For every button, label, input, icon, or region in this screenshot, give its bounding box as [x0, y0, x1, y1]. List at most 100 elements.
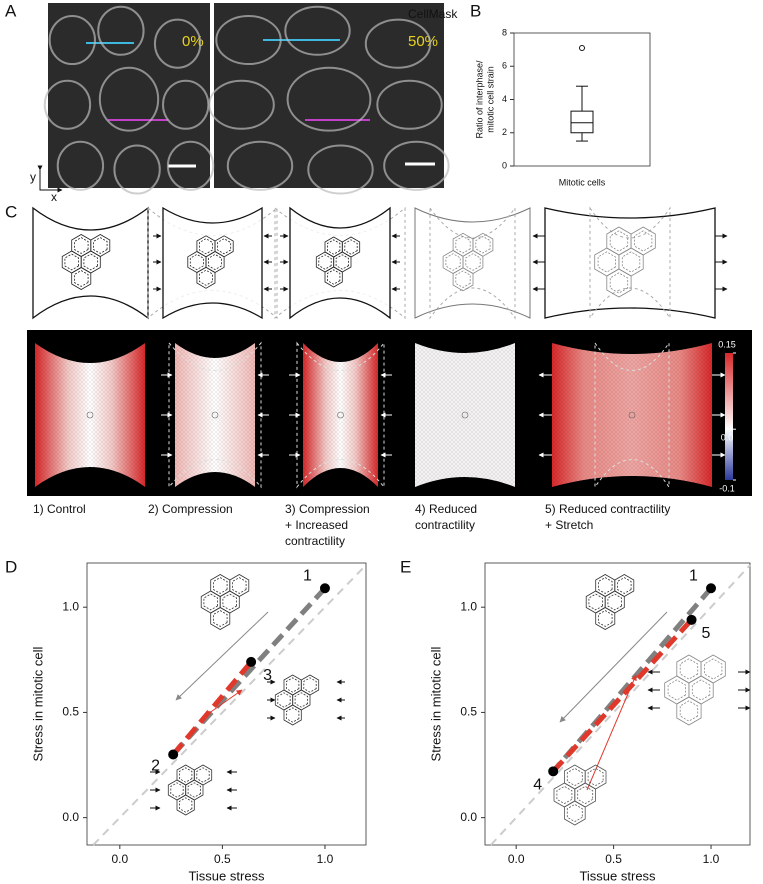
- hexagon: [691, 679, 711, 701]
- x-axis-label: Tissue stress: [579, 868, 656, 883]
- cell-outline: [208, 79, 275, 130]
- y-axis-label: Stress in mitotic cell: [428, 646, 443, 761]
- hexagon: [598, 610, 613, 627]
- cell-outline: [226, 140, 294, 191]
- plot-frame: [86, 562, 367, 846]
- hexagon: [679, 700, 699, 722]
- tissue-shape: [35, 343, 145, 487]
- force-arrow: [586, 674, 637, 791]
- strain-label: 0%: [182, 33, 204, 50]
- identity-line: [490, 564, 751, 846]
- point-label: 4: [533, 777, 542, 794]
- axis-arrows: [37, 165, 63, 193]
- cell-outline: [364, 18, 432, 69]
- hexagon: [327, 269, 341, 285]
- micrograph: [214, 3, 444, 188]
- hexagon: [213, 610, 228, 627]
- force-arrow: [204, 689, 243, 717]
- hexagon: [71, 267, 92, 290]
- cell-outline: [97, 5, 145, 56]
- condition-label: + Increased: [285, 518, 348, 532]
- series-line: [551, 586, 713, 773]
- x-tick-label: 1.0: [317, 852, 334, 866]
- hexagon: [232, 577, 247, 594]
- tissue-shape: [552, 343, 712, 487]
- y-axis-label: Stress in mitotic cell: [30, 646, 45, 761]
- hexagon: [196, 266, 216, 289]
- hexagon: [475, 236, 491, 254]
- tissue-shape: [168, 341, 262, 489]
- point-label: 1: [303, 567, 312, 584]
- center-cell: [628, 411, 636, 419]
- panel-a: 0% 50% CellMask y x: [30, 3, 458, 204]
- hexagon: [556, 785, 573, 805]
- panel-label: B: [470, 1, 481, 20]
- cell-outline: [376, 79, 443, 130]
- hexagon: [335, 254, 349, 270]
- tissue-shape: [429, 206, 516, 320]
- hexagon: [577, 785, 594, 805]
- hexagon: [189, 253, 204, 271]
- force-arrow: [559, 611, 668, 723]
- center-cell: [337, 411, 344, 419]
- condition-label: 1) Control: [33, 502, 86, 516]
- y-tick-label: 0: [502, 160, 507, 170]
- condition-label: contractility: [285, 534, 345, 548]
- point: [319, 583, 330, 594]
- cell-outline: [48, 14, 96, 66]
- y-axis-label: mitotic cell strain: [485, 66, 495, 133]
- colorbar: [725, 353, 733, 480]
- cell-outline: [383, 140, 450, 191]
- hexagon: [286, 707, 300, 723]
- cell-outline: [43, 79, 92, 130]
- hexagon: [566, 767, 583, 787]
- force-arrow: [175, 611, 269, 701]
- hexagon: [294, 692, 308, 708]
- point: [686, 614, 697, 625]
- y-tick-label: 4: [502, 94, 507, 104]
- box: [570, 110, 594, 134]
- cell-outline: [56, 140, 105, 191]
- x-tick-label: 0.5: [605, 852, 622, 866]
- cell-outline: [307, 144, 374, 195]
- tissue-shape: [415, 343, 515, 487]
- channel-label: CellMask: [408, 7, 458, 21]
- cell-outline: [284, 5, 351, 56]
- tissue-shape: [162, 206, 263, 320]
- hexagon: [597, 251, 616, 273]
- y-tick-label: 1.0: [460, 599, 477, 613]
- hexagon: [210, 607, 231, 630]
- cell-outline: [98, 66, 160, 132]
- condition-label: 5) Reduced contractility: [545, 502, 670, 516]
- y-axis-label: Ratio of interphase/: [474, 60, 484, 139]
- hexagon: [667, 679, 686, 701]
- identity-line: [92, 564, 367, 846]
- y-tick-label: 6: [502, 61, 507, 71]
- hexagon: [176, 794, 195, 816]
- hexagon: [621, 251, 641, 273]
- hexagon: [679, 658, 699, 680]
- series-line: [171, 586, 327, 757]
- tissue-shape: [414, 207, 531, 319]
- point: [168, 749, 179, 760]
- hexagon: [617, 577, 632, 594]
- point: [548, 766, 559, 777]
- cell-outline: [286, 66, 372, 132]
- tissue-shape: [296, 341, 385, 489]
- x-tick-label: 0.0: [508, 852, 525, 866]
- y-tick-label: 0.0: [62, 810, 79, 824]
- hexagon: [83, 253, 98, 271]
- axis-label: x: [51, 190, 57, 204]
- hexagon: [286, 677, 300, 693]
- hexagon: [170, 782, 184, 798]
- hexagon: [199, 238, 213, 255]
- hexagon: [452, 267, 474, 292]
- condition-label: 3) Compression: [285, 502, 370, 516]
- hexagon: [455, 270, 471, 288]
- cell-outline: [113, 144, 161, 195]
- condition-label: contractility: [415, 518, 475, 532]
- panel-label: D: [5, 557, 17, 576]
- strain-label: 50%: [408, 33, 438, 50]
- hexagon: [283, 704, 302, 726]
